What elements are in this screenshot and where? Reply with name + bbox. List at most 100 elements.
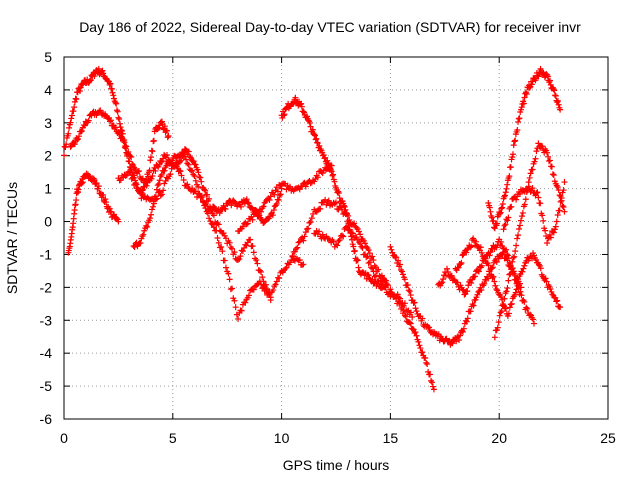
data-point xyxy=(520,210,526,216)
y-tick-label: 1 xyxy=(44,181,52,197)
data-point xyxy=(227,276,233,282)
data-point xyxy=(512,248,518,254)
data-point xyxy=(73,197,79,203)
data-point xyxy=(429,379,435,385)
data-point xyxy=(197,175,203,181)
sdtvar-chart: Day 186 of 2022, Sidereal Day-to-day VTE… xyxy=(0,0,640,480)
data-point xyxy=(192,173,198,179)
data-point xyxy=(487,209,493,215)
x-tick-label: 20 xyxy=(491,430,507,446)
data-point xyxy=(215,235,221,241)
x-tick-label: 0 xyxy=(60,430,68,446)
data-point xyxy=(517,115,523,121)
data-point xyxy=(71,104,77,110)
data-point xyxy=(355,265,361,271)
data-point xyxy=(206,215,212,221)
data-point xyxy=(504,182,510,188)
data-point xyxy=(519,213,525,219)
data-point xyxy=(388,247,394,253)
data-point xyxy=(500,201,506,207)
data-point xyxy=(184,160,190,166)
grid-lines xyxy=(64,57,608,419)
x-tick-label: 5 xyxy=(169,430,177,446)
data-point xyxy=(550,171,556,177)
data-point xyxy=(257,268,263,274)
data-point xyxy=(428,378,434,384)
data-point xyxy=(540,218,546,224)
data-point xyxy=(193,178,199,184)
series-track-7 xyxy=(235,162,335,234)
data-point xyxy=(492,334,498,340)
data-point xyxy=(329,173,335,179)
x-tick-label: 15 xyxy=(383,430,399,446)
data-point xyxy=(527,175,533,181)
data-point xyxy=(61,152,67,158)
data-point xyxy=(116,116,122,122)
data-point xyxy=(499,205,505,211)
data-point xyxy=(115,109,121,115)
data-point xyxy=(544,240,550,246)
y-tick-label: 5 xyxy=(44,49,52,65)
data-point xyxy=(502,223,508,229)
data-point xyxy=(531,321,537,327)
x-axis-title: GPS time / hours xyxy=(283,457,390,473)
data-point xyxy=(387,244,393,250)
data-point xyxy=(546,158,552,164)
data-point xyxy=(73,96,79,102)
data-point xyxy=(553,93,559,99)
y-tick-label: -2 xyxy=(40,279,53,295)
data-point xyxy=(222,258,228,264)
data-point xyxy=(354,257,360,263)
chart-title: Day 186 of 2022, Sidereal Day-to-day VTE… xyxy=(79,19,581,35)
data-point xyxy=(308,219,314,225)
data-point xyxy=(513,242,519,248)
data-point xyxy=(114,107,120,113)
data-point xyxy=(424,361,430,367)
data-point xyxy=(158,173,164,179)
data-point xyxy=(229,285,235,291)
y-tick-label: 4 xyxy=(44,82,52,98)
data-point xyxy=(66,125,72,131)
data-point xyxy=(235,316,241,322)
data-point xyxy=(69,112,75,118)
series-track-6 xyxy=(181,177,307,303)
y-tick-label: -6 xyxy=(40,411,53,427)
data-point xyxy=(149,148,155,154)
x-tick-label: 10 xyxy=(274,430,290,446)
series-track-11 xyxy=(387,244,524,348)
data-point xyxy=(533,148,539,154)
data-point xyxy=(561,209,567,215)
data-point xyxy=(505,278,511,284)
data-point xyxy=(514,236,520,242)
y-tick-label: 0 xyxy=(44,214,52,230)
data-point xyxy=(148,154,154,160)
data-point xyxy=(515,119,521,125)
data-point xyxy=(508,164,514,170)
y-axis-title: SDTVAR / TECUs xyxy=(4,182,20,294)
data-point xyxy=(268,297,274,303)
data-point xyxy=(186,162,192,168)
data-point xyxy=(233,304,239,310)
y-tick-label: 2 xyxy=(44,148,52,164)
data-point xyxy=(517,222,523,228)
data-point xyxy=(510,255,516,261)
data-point xyxy=(159,119,165,125)
data-point xyxy=(552,92,558,98)
y-tick-label: -4 xyxy=(40,345,53,361)
data-point xyxy=(430,384,436,390)
y-tick-label: -5 xyxy=(40,378,53,394)
data-point xyxy=(399,268,405,274)
data-point xyxy=(503,186,509,192)
data-point xyxy=(151,138,157,144)
data-points xyxy=(61,66,567,393)
data-point xyxy=(70,108,76,114)
data-point xyxy=(503,189,509,195)
plot-frame xyxy=(64,57,608,419)
data-point xyxy=(117,121,123,127)
data-point xyxy=(498,309,504,315)
data-point xyxy=(537,200,543,206)
x-tick-label: 25 xyxy=(600,430,616,446)
data-point xyxy=(416,342,422,348)
data-point xyxy=(156,181,162,187)
data-point xyxy=(165,133,171,139)
